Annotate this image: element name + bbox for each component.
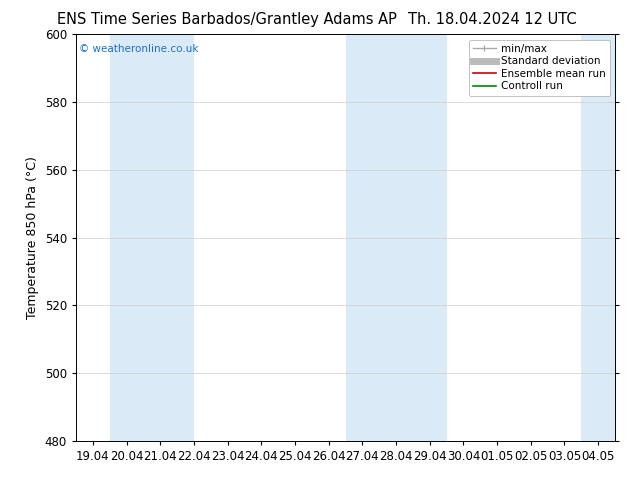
Text: Th. 18.04.2024 12 UTC: Th. 18.04.2024 12 UTC: [408, 12, 577, 27]
Text: ENS Time Series Barbados/Grantley Adams AP: ENS Time Series Barbados/Grantley Adams …: [57, 12, 397, 27]
Text: © weatheronline.co.uk: © weatheronline.co.uk: [79, 45, 198, 54]
Bar: [581, 34, 615, 441]
Bar: [110, 34, 194, 441]
Legend: min/max, Standard deviation, Ensemble mean run, Controll run: min/max, Standard deviation, Ensemble me…: [469, 40, 610, 96]
Y-axis label: Temperature 850 hPa (°C): Temperature 850 hPa (°C): [26, 156, 39, 319]
Bar: [346, 34, 446, 441]
